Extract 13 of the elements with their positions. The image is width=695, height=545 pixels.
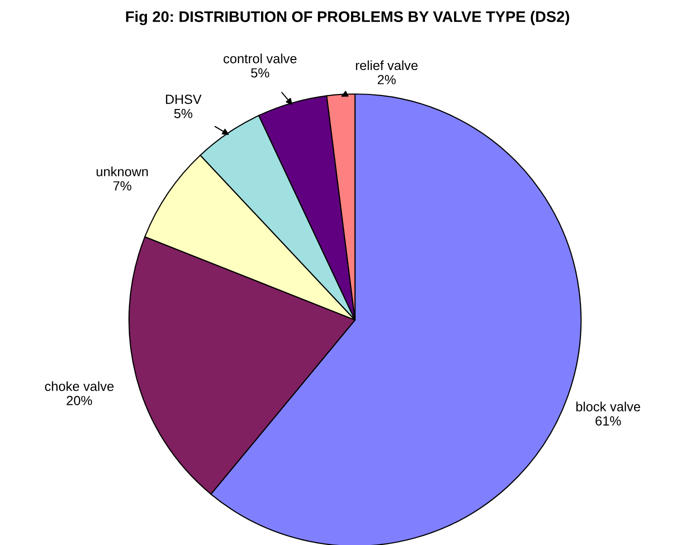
data-label: 2%	[378, 74, 396, 84]
slice-label: relief valve	[356, 60, 418, 70]
slice-label: control valve	[224, 54, 297, 64]
slice-label: DHSV	[166, 94, 202, 104]
slice-label: choke valve	[45, 381, 114, 392]
data-label: 61%	[596, 416, 621, 426]
data-label: 7%	[113, 181, 132, 190]
slice-label: block valve	[576, 402, 640, 412]
chart-title: Fig 20: DISTRIBUTION OF PROBLEMS BY VALVE TYPE (DS2)	[126, 10, 570, 26]
slice-label: unknown	[96, 166, 148, 176]
data-label: 20%	[66, 396, 92, 406]
data-label: 5%	[174, 108, 192, 118]
data-label: 5%	[251, 68, 270, 78]
